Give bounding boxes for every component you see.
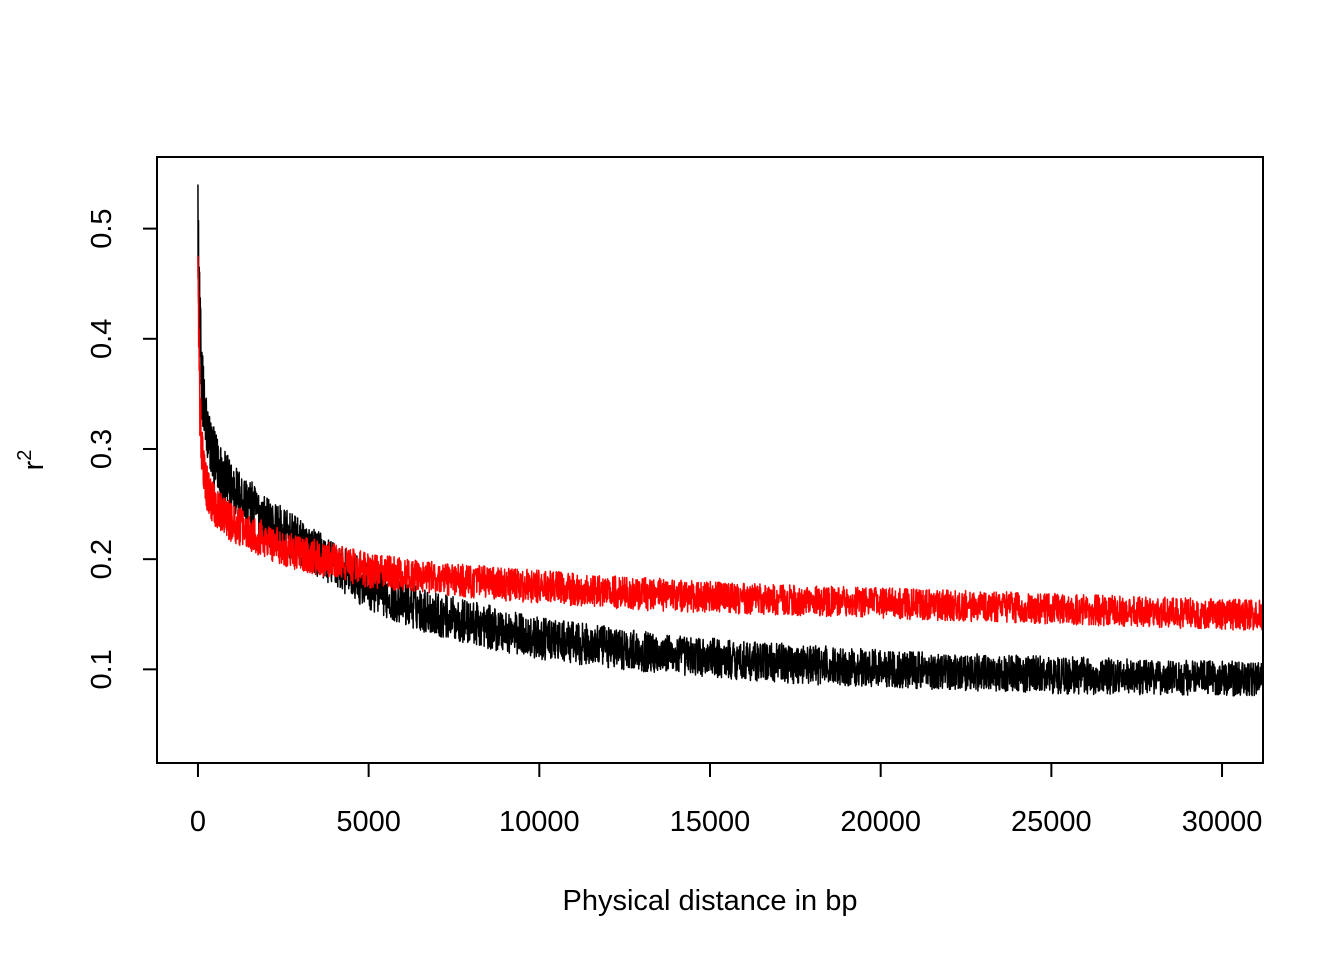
y-axis: 0.1 0.2 0.3 0.4 0.5 [86,208,158,690]
x-axis-title: Physical distance in bp [563,885,858,917]
y-tick-label: 0.5 [86,208,118,248]
y-tick-label: 0.3 [86,429,118,469]
series-layer [197,184,1264,697]
y-tick-label: 0.1 [86,649,118,689]
y-axis-title-group: r2 [14,450,50,471]
x-axis: 0 5000 10000 15000 20000 25000 30000 [190,762,1263,838]
x-tick-label: 30000 [1182,806,1263,838]
y-axis-title: r [18,460,50,470]
y-tick-label: 0.4 [86,319,118,359]
y-tick-label: 0.2 [86,539,118,579]
svg-text:r2: r2 [14,450,50,471]
x-tick-label: 15000 [670,806,751,838]
x-tick-label: 20000 [840,806,921,838]
x-tick-label: 25000 [1011,806,1092,838]
series-line-2 [197,256,1264,631]
x-tick-label: 0 [190,806,206,838]
x-tick-label: 5000 [336,806,401,838]
x-tick-label: 10000 [499,806,580,838]
y-axis-title-superscript: 2 [14,450,36,461]
